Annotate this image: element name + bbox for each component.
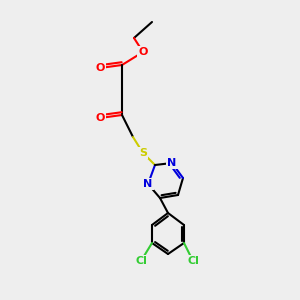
Text: N: N xyxy=(143,179,153,189)
Text: S: S xyxy=(139,148,147,158)
Text: O: O xyxy=(138,47,148,57)
Text: N: N xyxy=(167,158,177,168)
Text: O: O xyxy=(95,63,105,73)
Text: O: O xyxy=(95,113,105,123)
Text: Cl: Cl xyxy=(135,256,147,266)
Text: Cl: Cl xyxy=(187,256,199,266)
